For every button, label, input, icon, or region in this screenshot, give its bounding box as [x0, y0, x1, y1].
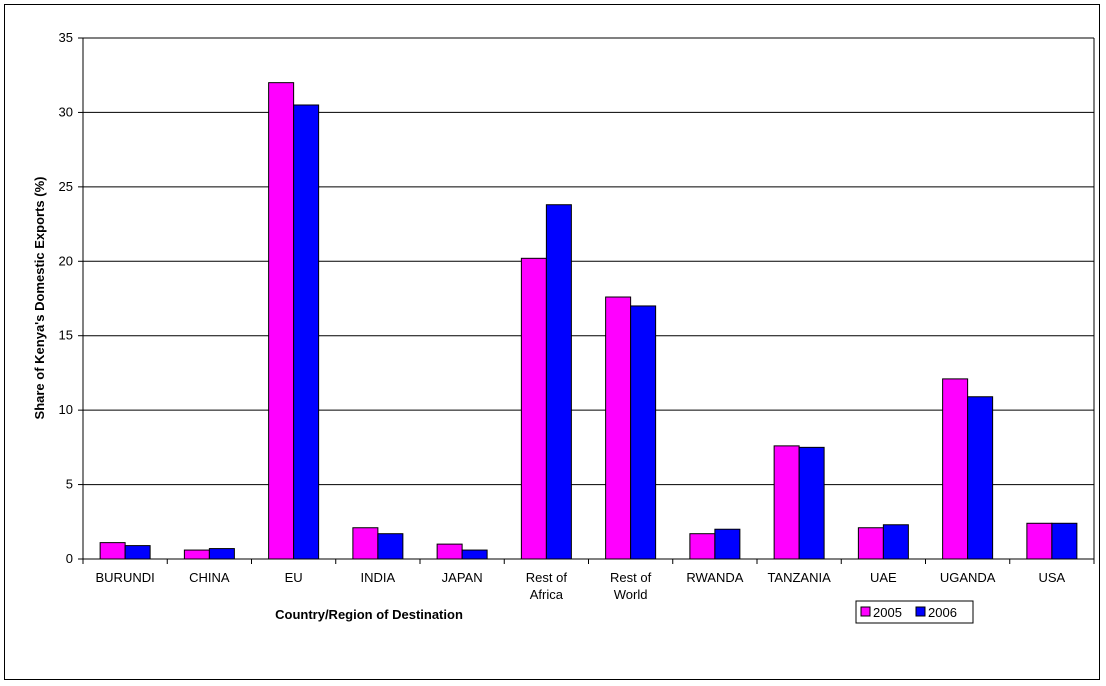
- bar-2006-1: [208, 548, 235, 560]
- bar-2006-0: [124, 545, 151, 560]
- y-tick-label: 5: [66, 477, 73, 492]
- bar-2005-7: [689, 533, 716, 560]
- bar-2006-4: [461, 549, 488, 560]
- x-category-label: Rest of: [526, 570, 568, 585]
- legend-box: [855, 600, 974, 624]
- bar-2006-8: [798, 446, 825, 560]
- y-tick-label: 25: [59, 179, 73, 194]
- bar-2005-5: [520, 257, 547, 560]
- y-tick-label: 15: [59, 328, 73, 343]
- x-category-label: Rest of: [610, 570, 652, 585]
- bar-2006-9: [882, 524, 909, 560]
- legend-swatch-2006: [915, 606, 926, 617]
- y-tick-label: 30: [59, 104, 73, 119]
- legend: 2005 2006: [855, 600, 974, 624]
- x-category-label: UGANDA: [940, 570, 996, 585]
- bar-2005-3: [352, 527, 379, 560]
- legend-swatch-2005: [860, 606, 871, 617]
- y-tick-label: 20: [59, 253, 73, 268]
- bar-2006-2: [293, 104, 320, 560]
- x-category-label: EU: [285, 570, 303, 585]
- x-category-label: BURUNDI: [96, 570, 155, 585]
- bar-2006-3: [377, 533, 404, 560]
- y-tick-label: 35: [59, 30, 73, 45]
- x-category-label: CHINA: [189, 570, 230, 585]
- legend-label-2006: 2006: [928, 605, 957, 620]
- x-category-label: Africa: [530, 587, 564, 602]
- bar-2005-2: [268, 82, 295, 560]
- x-category-label: JAPAN: [442, 570, 483, 585]
- x-category-label: World: [614, 587, 648, 602]
- x-category-label: TANZANIA: [767, 570, 831, 585]
- bar-2005-8: [773, 445, 800, 560]
- x-axis-title: Country/Region of Destination: [275, 607, 463, 622]
- bar-2005-10: [942, 378, 969, 560]
- bar-2006-6: [630, 305, 657, 560]
- x-category-label: RWANDA: [686, 570, 743, 585]
- bar-2006-5: [545, 204, 572, 560]
- x-category-label: USA: [1039, 570, 1066, 585]
- bar-2005-11: [1026, 522, 1053, 560]
- bar-2006-11: [1051, 522, 1078, 560]
- labels: 0 5 10 15 20 25 30 35 BURUNDI CHINA EU INDIA JAPAN Re…: [59, 30, 1066, 602]
- y-axis-title: Share of Kenya's Domestic Exports (%): [32, 177, 47, 420]
- y-tick-label: 0: [66, 551, 73, 566]
- bar-2005-0: [99, 542, 126, 560]
- bar-2005-9: [857, 527, 884, 560]
- axes: [78, 37, 1095, 564]
- y-tick-label: 10: [59, 402, 73, 417]
- x-category-label: INDIA: [361, 570, 396, 585]
- x-category-label: UAE: [870, 570, 897, 585]
- legend-label-2005: 2005: [873, 605, 902, 620]
- bar-2006-10: [967, 396, 994, 560]
- bar-2005-1: [183, 549, 210, 560]
- bar-2005-6: [605, 296, 632, 560]
- bars: [99, 82, 1078, 560]
- bar-2005-4: [436, 543, 463, 560]
- bar-2006-7: [714, 528, 741, 560]
